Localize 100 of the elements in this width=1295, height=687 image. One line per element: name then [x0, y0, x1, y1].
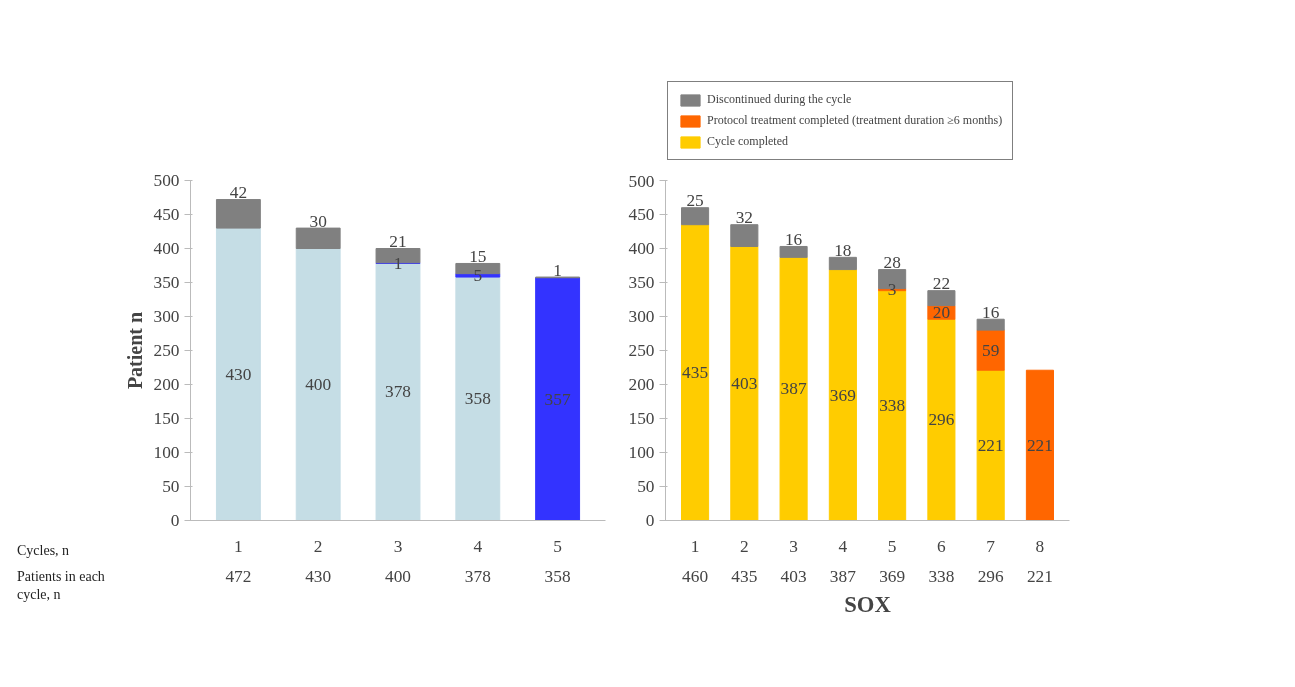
data-label: 15 [469, 247, 487, 267]
y-tick-label: 150 [153, 409, 180, 428]
data-label: 296 [928, 410, 955, 430]
y-tick-label: 50 [637, 477, 655, 496]
bar [828, 256, 857, 271]
data-label: 20 [932, 302, 951, 322]
data-label: 435 [682, 363, 709, 383]
y-axis-title: Patient n [123, 311, 146, 390]
y-tick-label: 300 [628, 307, 655, 326]
y-tick-label: 250 [153, 341, 180, 360]
data-label: 18 [834, 240, 852, 260]
data-label: 369 [829, 385, 856, 405]
x-tick-label: 4 [473, 536, 483, 556]
data-label: 221 [1026, 435, 1053, 455]
bar [730, 245, 759, 521]
x-tick-label: 1 [234, 536, 243, 556]
data-label: 21 [389, 232, 407, 252]
x-tick-label: 2 [313, 536, 323, 556]
total-label: 435 [731, 566, 758, 586]
total-label: 460 [682, 566, 709, 586]
total-label: 472 [225, 566, 252, 586]
data-label: 28 [883, 253, 901, 273]
y-tick-label: 450 [153, 205, 180, 224]
y-tick-label: 450 [628, 205, 655, 224]
total-label: 369 [879, 566, 906, 586]
y-tick-label: 150 [628, 409, 655, 428]
data-label: 1 [393, 253, 403, 273]
y-tick-label: 200 [628, 375, 655, 394]
y-tick-label: 400 [628, 239, 655, 258]
y-tick-label: 300 [153, 307, 180, 326]
data-label: 403 [731, 373, 758, 393]
y-tick-label: 400 [153, 239, 180, 258]
total-label: 387 [829, 566, 857, 586]
x-tick-label: 5 [887, 536, 897, 556]
data-label: 16 [784, 230, 803, 250]
total-label: 403 [780, 566, 807, 586]
y-tick-label: 100 [153, 443, 180, 462]
y-tick-label: 100 [628, 443, 655, 462]
total-label: 296 [977, 566, 1004, 586]
data-label: 430 [225, 364, 252, 384]
x-axis-title: Cycles, n [17, 542, 71, 560]
x-tick-label: 2 [740, 536, 749, 556]
bar [779, 256, 808, 521]
y-tick-label: 500 [628, 171, 655, 191]
y-tick-label: 500 [153, 171, 180, 190]
data-label: 378 [385, 382, 411, 402]
x-tick-label: 7 [986, 536, 996, 556]
bar [927, 318, 956, 521]
x-tick-label: 5 [553, 536, 562, 556]
x-tick-label: 3 [393, 536, 403, 556]
x-tick-label: 4 [838, 536, 848, 556]
bar [976, 329, 1005, 371]
data-label: 30 [309, 211, 327, 231]
y-tick-label: 0 [645, 511, 655, 530]
data-label: 5 [473, 265, 483, 285]
bar [976, 369, 1005, 521]
data-label: 357 [544, 389, 571, 409]
bar [927, 290, 956, 307]
y-tick-label: 250 [628, 341, 655, 360]
data-label: 59 [982, 340, 1000, 360]
total-label: 430 [305, 566, 332, 586]
data-label: 16 [982, 302, 1000, 322]
total-label: 338 [928, 566, 955, 586]
data-label: 42 [229, 183, 248, 203]
legend-label: Cycle completed [707, 134, 788, 149]
bar [215, 199, 261, 229]
data-label: 358 [464, 389, 491, 409]
legend-label: Protocol treatment completed (treatment duration ≥6 months) [707, 113, 1003, 128]
data-label: 1 [553, 260, 562, 280]
y-tick-label: 350 [628, 273, 655, 292]
x-tick-label: 8 [1035, 536, 1045, 556]
bar [295, 248, 341, 521]
bar [681, 224, 710, 521]
data-label: 25 [686, 191, 704, 211]
bar [976, 318, 1005, 331]
bar [215, 227, 261, 521]
bar [295, 227, 341, 249]
text: SOX [844, 591, 892, 617]
bar [779, 245, 808, 258]
total-label: 358 [544, 566, 571, 586]
total-label: 378 [464, 566, 491, 586]
data-label: 221 [977, 435, 1004, 455]
data-label: 32 [735, 208, 753, 228]
x-tick-label: 6 [937, 536, 947, 556]
x-tick-label: 3 [789, 536, 798, 556]
bar [535, 277, 581, 521]
total-label: 221 [1026, 566, 1053, 586]
data-label: 338 [879, 396, 906, 416]
y-tick-label: 50 [162, 477, 180, 496]
data-label: 400 [305, 375, 332, 394]
y-tick-label: 350 [153, 273, 180, 292]
data-label: 387 [780, 379, 807, 399]
bar [1025, 369, 1054, 521]
bar [681, 207, 710, 226]
y-tick-label: 200 [153, 375, 180, 394]
legend-label: Discontinued during the cycle [707, 92, 852, 107]
x-tick-label: 1 [690, 536, 700, 556]
bar [828, 269, 857, 521]
y-tick-label: 0 [170, 511, 180, 530]
total-label: 400 [385, 566, 411, 586]
